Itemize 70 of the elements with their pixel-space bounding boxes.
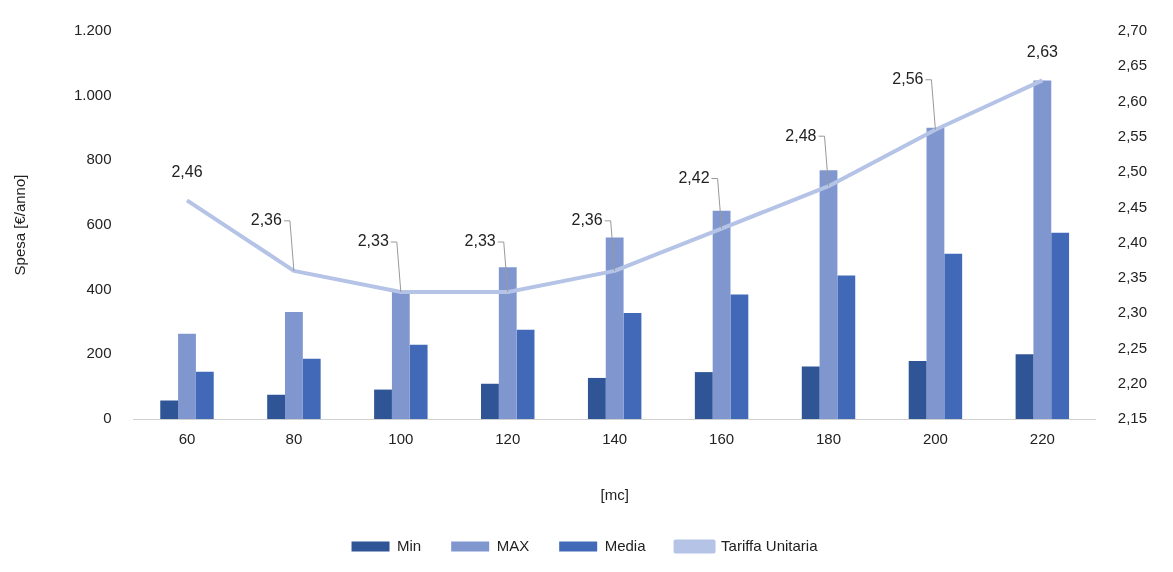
y-tick-label: 1.200: [73, 21, 112, 39]
bar: [730, 294, 749, 419]
data-label: 2,63: [1026, 42, 1059, 60]
bar: [160, 400, 179, 419]
data-label: 2,42: [678, 168, 710, 186]
legend-label: Min: [397, 536, 422, 554]
data-label: 2,56: [892, 70, 924, 88]
y2-tick-label: 2,35: [1117, 268, 1148, 286]
x-tick-label: 120: [495, 430, 521, 448]
y2-tick-label: 2,50: [1117, 162, 1148, 180]
y2-tick-label: 2,60: [1117, 91, 1148, 109]
data-label: 2,36: [571, 211, 603, 229]
legend-label: Tariffa Unitaria: [721, 536, 819, 554]
y-axis-title: Spesa [€/anno]: [11, 174, 29, 276]
y2-tick-label: 2,20: [1117, 373, 1148, 391]
bar: [374, 389, 392, 419]
y2-tick-label: 2,65: [1117, 56, 1148, 74]
bar: [944, 253, 963, 419]
bar: [1051, 232, 1070, 419]
x-tick-label: 80: [285, 430, 303, 448]
x-tick-label: 100: [388, 430, 414, 448]
data-label: 2,48: [785, 126, 817, 144]
data-label: 2,36: [250, 211, 283, 229]
bar: [391, 290, 410, 419]
bar: [178, 333, 196, 419]
x-tick-label: 60: [178, 430, 196, 448]
y-tick-label: 0: [103, 409, 112, 427]
bar: [498, 267, 517, 419]
y2-tick-label: 2,55: [1117, 126, 1148, 144]
x-tick-label: 140: [602, 430, 628, 448]
bar: [516, 329, 535, 419]
legend-label: Media: [604, 536, 647, 554]
y-tick-label: 1.000: [73, 85, 112, 103]
y-tick-label: 600: [86, 215, 112, 233]
y2-tick-label: 2,30: [1117, 303, 1148, 321]
data-label: 2,33: [464, 232, 496, 250]
data-label: 2,33: [357, 232, 389, 250]
bar: [801, 366, 820, 419]
x-axis-title: [mc]: [600, 486, 629, 504]
x-tick-label: 160: [709, 430, 735, 448]
bar: [267, 394, 286, 419]
bar: [623, 312, 642, 419]
x-tick-label: 200: [922, 430, 948, 448]
bar: [302, 358, 321, 419]
y2-tick-label: 2,15: [1117, 409, 1148, 427]
bar: [712, 210, 731, 419]
bar: [1015, 354, 1034, 419]
y2-tick-label: 2,45: [1117, 197, 1148, 215]
x-tick-label: 180: [815, 430, 842, 448]
legend-label: MAX: [496, 536, 530, 554]
bar: [481, 383, 499, 419]
bar: [285, 311, 303, 419]
bar: [409, 344, 428, 419]
bar: [819, 170, 838, 419]
bar: [195, 371, 214, 419]
y-tick-label: 200: [86, 344, 112, 362]
bar: [587, 377, 606, 419]
y-tick-label: 800: [86, 150, 112, 168]
bar: [694, 372, 713, 419]
y2-tick-label: 2,70: [1117, 21, 1148, 39]
y-tick-label: 400: [86, 279, 112, 297]
data-label: 2,46: [171, 162, 203, 180]
x-tick-label: 220: [1029, 430, 1055, 448]
bar: [1033, 80, 1052, 419]
bar: [908, 361, 927, 419]
bar: [837, 275, 856, 419]
y2-tick-label: 2,40: [1117, 232, 1148, 250]
bar: [605, 237, 624, 419]
bar: [926, 127, 945, 419]
y2-tick-label: 2,25: [1117, 338, 1148, 356]
